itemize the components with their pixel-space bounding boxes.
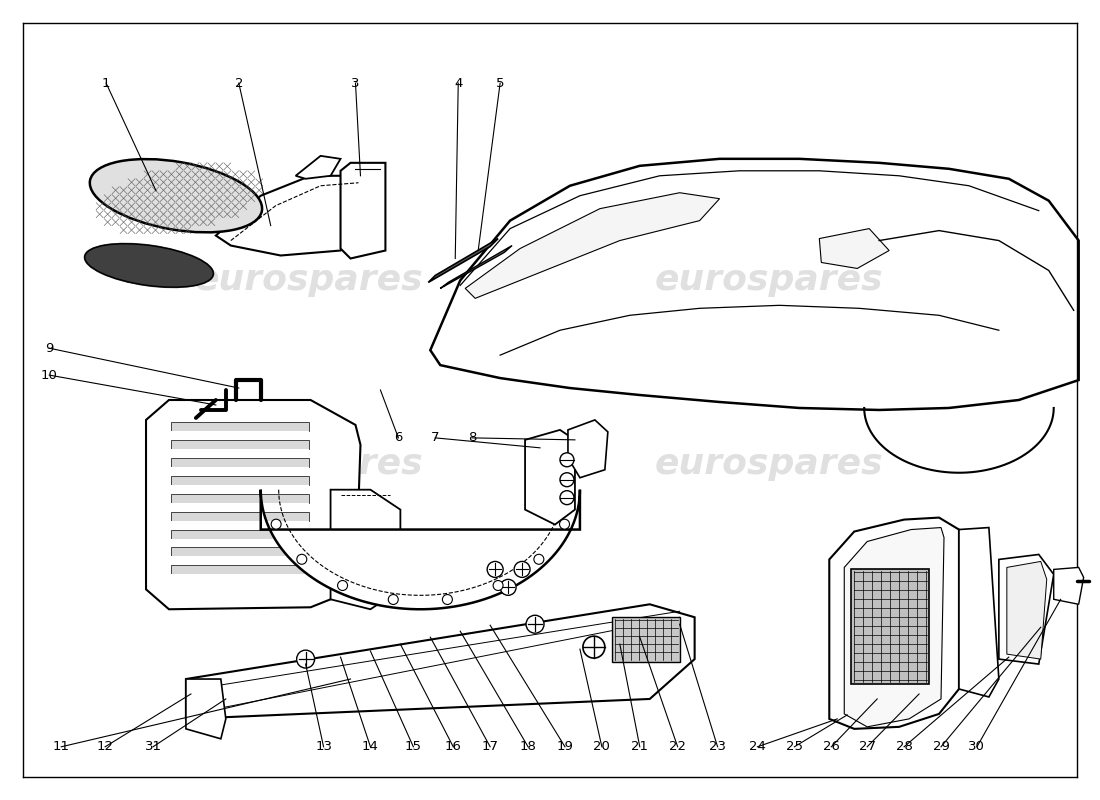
Polygon shape <box>440 246 513 288</box>
Circle shape <box>271 519 282 529</box>
Text: 20: 20 <box>593 740 611 754</box>
Text: 9: 9 <box>45 342 54 354</box>
Circle shape <box>526 615 544 633</box>
Circle shape <box>514 562 530 578</box>
Text: 7: 7 <box>431 431 440 444</box>
Polygon shape <box>170 476 309 485</box>
Text: 10: 10 <box>41 369 57 382</box>
Polygon shape <box>568 420 608 478</box>
Circle shape <box>560 490 574 505</box>
Polygon shape <box>170 557 309 559</box>
Text: 16: 16 <box>444 740 462 754</box>
Polygon shape <box>465 193 719 298</box>
Circle shape <box>388 594 398 605</box>
Polygon shape <box>1006 562 1047 659</box>
Polygon shape <box>186 679 225 739</box>
Polygon shape <box>845 527 944 727</box>
Text: eurospares: eurospares <box>195 446 422 481</box>
Polygon shape <box>341 163 385 258</box>
Text: 21: 21 <box>631 740 648 754</box>
Text: 24: 24 <box>749 740 766 754</box>
Text: 29: 29 <box>933 740 949 754</box>
Polygon shape <box>170 458 309 466</box>
Ellipse shape <box>90 159 262 232</box>
Text: eurospares: eurospares <box>195 263 422 298</box>
Polygon shape <box>146 400 361 610</box>
Polygon shape <box>261 490 580 610</box>
Polygon shape <box>170 502 309 506</box>
Polygon shape <box>170 431 309 434</box>
Polygon shape <box>170 538 309 542</box>
Text: 3: 3 <box>351 77 360 90</box>
Polygon shape <box>170 422 309 431</box>
Circle shape <box>583 636 605 658</box>
Text: eurospares: eurospares <box>656 263 883 298</box>
Text: 26: 26 <box>823 740 839 754</box>
Polygon shape <box>829 518 959 729</box>
Polygon shape <box>170 521 309 523</box>
Ellipse shape <box>85 244 213 287</box>
Circle shape <box>297 650 315 668</box>
Text: 14: 14 <box>362 740 378 754</box>
Polygon shape <box>170 466 309 470</box>
Circle shape <box>493 581 503 590</box>
Circle shape <box>560 453 574 466</box>
Text: 27: 27 <box>859 740 876 754</box>
Circle shape <box>560 473 574 486</box>
Bar <box>612 618 680 662</box>
Polygon shape <box>999 554 1054 664</box>
Text: 25: 25 <box>785 740 803 754</box>
Text: 18: 18 <box>519 740 537 754</box>
Circle shape <box>297 554 307 564</box>
Polygon shape <box>170 547 309 557</box>
Polygon shape <box>296 156 341 178</box>
Polygon shape <box>170 512 309 521</box>
Text: 15: 15 <box>405 740 421 754</box>
Polygon shape <box>170 440 309 449</box>
Text: 11: 11 <box>53 740 69 754</box>
Polygon shape <box>170 485 309 488</box>
Polygon shape <box>170 566 309 574</box>
Circle shape <box>338 581 348 590</box>
Text: 8: 8 <box>468 431 476 444</box>
Text: 22: 22 <box>669 740 686 754</box>
Circle shape <box>500 579 516 595</box>
Text: 13: 13 <box>315 740 332 754</box>
Polygon shape <box>170 530 309 538</box>
Text: 19: 19 <box>557 740 573 754</box>
Polygon shape <box>820 229 889 269</box>
Circle shape <box>442 594 452 605</box>
Polygon shape <box>525 430 575 525</box>
Circle shape <box>534 554 543 564</box>
Text: 4: 4 <box>454 77 462 90</box>
Polygon shape <box>428 238 498 282</box>
Polygon shape <box>170 494 309 502</box>
Circle shape <box>560 519 570 529</box>
Text: 6: 6 <box>394 431 403 444</box>
Text: 30: 30 <box>968 740 986 754</box>
Text: 31: 31 <box>144 740 162 754</box>
Text: 1: 1 <box>102 77 110 90</box>
Polygon shape <box>170 574 309 578</box>
Text: eurospares: eurospares <box>656 446 883 481</box>
Polygon shape <box>170 449 309 452</box>
Polygon shape <box>430 159 1079 410</box>
Polygon shape <box>1054 567 1084 604</box>
Polygon shape <box>186 604 694 719</box>
Polygon shape <box>331 490 400 610</box>
Polygon shape <box>959 527 999 697</box>
Text: 23: 23 <box>710 740 726 754</box>
Text: 28: 28 <box>895 740 913 754</box>
Text: 12: 12 <box>97 740 113 754</box>
Text: 2: 2 <box>234 77 243 90</box>
Text: 5: 5 <box>496 77 505 90</box>
Text: 17: 17 <box>482 740 498 754</box>
Circle shape <box>487 562 503 578</box>
Polygon shape <box>216 176 371 255</box>
Bar <box>851 570 929 684</box>
